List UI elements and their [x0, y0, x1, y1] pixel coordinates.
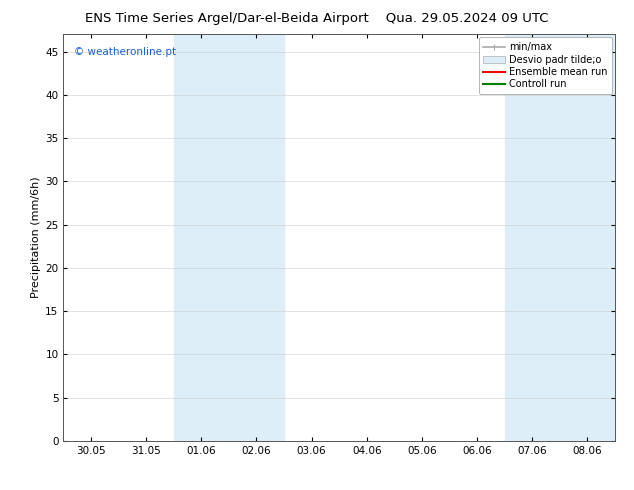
Text: ENS Time Series Argel/Dar-el-Beida Airport    Qua. 29.05.2024 09 UTC: ENS Time Series Argel/Dar-el-Beida Airpo… — [85, 12, 549, 25]
Y-axis label: Precipitation (mm/6h): Precipitation (mm/6h) — [31, 177, 41, 298]
Text: © weatheronline.pt: © weatheronline.pt — [74, 47, 176, 56]
Bar — [505, 34, 615, 441]
Legend: min/max, Desvio padr tilde;o, Ensemble mean run, Controll run: min/max, Desvio padr tilde;o, Ensemble m… — [479, 37, 612, 94]
Bar — [174, 34, 284, 441]
